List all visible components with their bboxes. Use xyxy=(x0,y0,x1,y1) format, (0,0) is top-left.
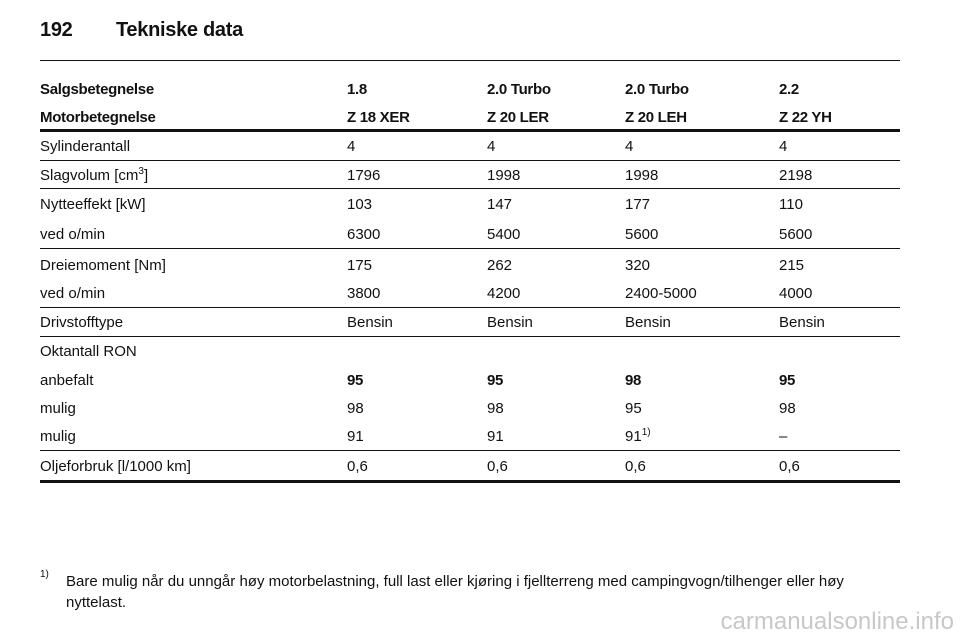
table-cell: 103 xyxy=(347,196,373,213)
table-cell: 1998 xyxy=(625,167,659,184)
table-cell: 4200 xyxy=(487,285,521,302)
table-cell: 1796 xyxy=(347,167,381,184)
rule xyxy=(40,307,900,308)
table-cell: 5400 xyxy=(487,226,521,243)
table-cell: 95 xyxy=(487,372,504,389)
table-cell: 98 xyxy=(625,372,642,389)
table-cell: 5600 xyxy=(625,226,659,243)
table-cell: 1998 xyxy=(487,167,521,184)
table-cell: anbefalt xyxy=(40,372,94,389)
table-cell: Bensin xyxy=(625,314,671,331)
table-cell: 177 xyxy=(625,196,651,213)
table-cell: 0,6 xyxy=(347,458,368,475)
table-cell: 98 xyxy=(779,400,796,417)
cell-text: Slagvolum [cm xyxy=(40,167,139,184)
table-cell: 98 xyxy=(347,400,364,417)
table-cell: 91 xyxy=(347,428,364,445)
rule xyxy=(40,480,900,483)
table-cell: Nytteeffekt [kW] xyxy=(40,196,146,213)
cell-text: 91 xyxy=(625,428,642,445)
table-cell: 2.2 xyxy=(779,81,799,98)
table-cell: 4 xyxy=(779,138,788,155)
table-cell: 91 xyxy=(487,428,504,445)
table-cell: 0,6 xyxy=(779,458,800,475)
table-cell: Bensin xyxy=(487,314,533,331)
table-cell: Motorbetegnelse xyxy=(40,109,156,126)
table-cell: 2.0 Turbo xyxy=(625,81,689,98)
table-cell: mulig xyxy=(40,400,76,417)
rule xyxy=(40,129,900,132)
table-cell: 147 xyxy=(487,196,513,213)
table-cell: Slagvolum [cm3] xyxy=(40,167,148,185)
table-cell: 262 xyxy=(487,257,513,274)
rule xyxy=(40,450,900,451)
rule xyxy=(40,188,900,189)
table-cell: Salgsbetegnelse xyxy=(40,81,154,98)
table-cell: 0,6 xyxy=(625,458,646,475)
table-cell: ved o/min xyxy=(40,226,106,243)
table-cell: 2.0 Turbo xyxy=(487,81,551,98)
table-cell: 3800 xyxy=(347,285,381,302)
table-cell: 4 xyxy=(487,138,496,155)
table-cell: 320 xyxy=(625,257,651,274)
cell-superscript: 3 xyxy=(138,166,144,177)
table-cell: Oljeforbruk [l/1000 km] xyxy=(40,458,191,475)
footnote-marker: 1) xyxy=(40,569,49,580)
rule xyxy=(40,160,900,161)
footnote-text: Bare mulig når du unngår høy motorbelast… xyxy=(66,573,844,590)
table-cell: 2198 xyxy=(779,167,813,184)
table-cell: mulig xyxy=(40,428,76,445)
footnote-text: nyttelast. xyxy=(66,594,127,611)
page-number: 192 xyxy=(40,19,73,41)
rule xyxy=(40,248,900,249)
table-cell: 6300 xyxy=(347,226,381,243)
watermark: carmanualsonline.info xyxy=(720,608,954,635)
table-cell: Z 22 YH xyxy=(779,109,832,126)
table-cell: 5600 xyxy=(779,226,813,243)
table-cell: 95 xyxy=(779,372,796,389)
table-cell: Bensin xyxy=(779,314,825,331)
table-cell: 4000 xyxy=(779,285,813,302)
table-cell: 4 xyxy=(625,138,634,155)
table-cell: 175 xyxy=(347,257,373,274)
table-cell: Dreiemoment [Nm] xyxy=(40,257,166,274)
cell-superscript: 1) xyxy=(641,427,651,438)
cell-text: ] xyxy=(143,167,149,184)
rule xyxy=(40,336,900,337)
table-cell: Z 18 XER xyxy=(347,109,410,126)
table-cell: 215 xyxy=(779,257,805,274)
table-cell: Drivstofftype xyxy=(40,314,124,331)
table-cell: 95 xyxy=(625,400,642,417)
table-cell: 2400-5000 xyxy=(625,285,697,302)
rule xyxy=(40,60,900,61)
table-cell: 110 xyxy=(779,196,803,213)
table-cell: 98 xyxy=(487,400,504,417)
table-cell: Bensin xyxy=(347,314,393,331)
table-cell: 95 xyxy=(347,372,364,389)
table-cell: Z 20 LER xyxy=(487,109,549,126)
table-cell: 1.8 xyxy=(347,81,367,98)
page-title: Tekniske data xyxy=(116,19,243,41)
table-cell: 0,6 xyxy=(487,458,508,475)
table-cell: 4 xyxy=(347,138,356,155)
table-cell: Z 20 LEH xyxy=(625,109,687,126)
table-cell: ved o/min xyxy=(40,285,106,302)
table-cell: – xyxy=(779,428,788,445)
table-cell: 911) xyxy=(625,428,651,446)
table-cell: Sylinderantall xyxy=(40,138,131,155)
table-cell: Oktantall RON xyxy=(40,343,137,360)
